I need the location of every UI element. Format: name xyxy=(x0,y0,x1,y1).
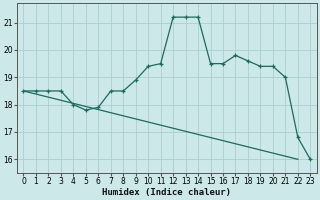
X-axis label: Humidex (Indice chaleur): Humidex (Indice chaleur) xyxy=(102,188,231,197)
